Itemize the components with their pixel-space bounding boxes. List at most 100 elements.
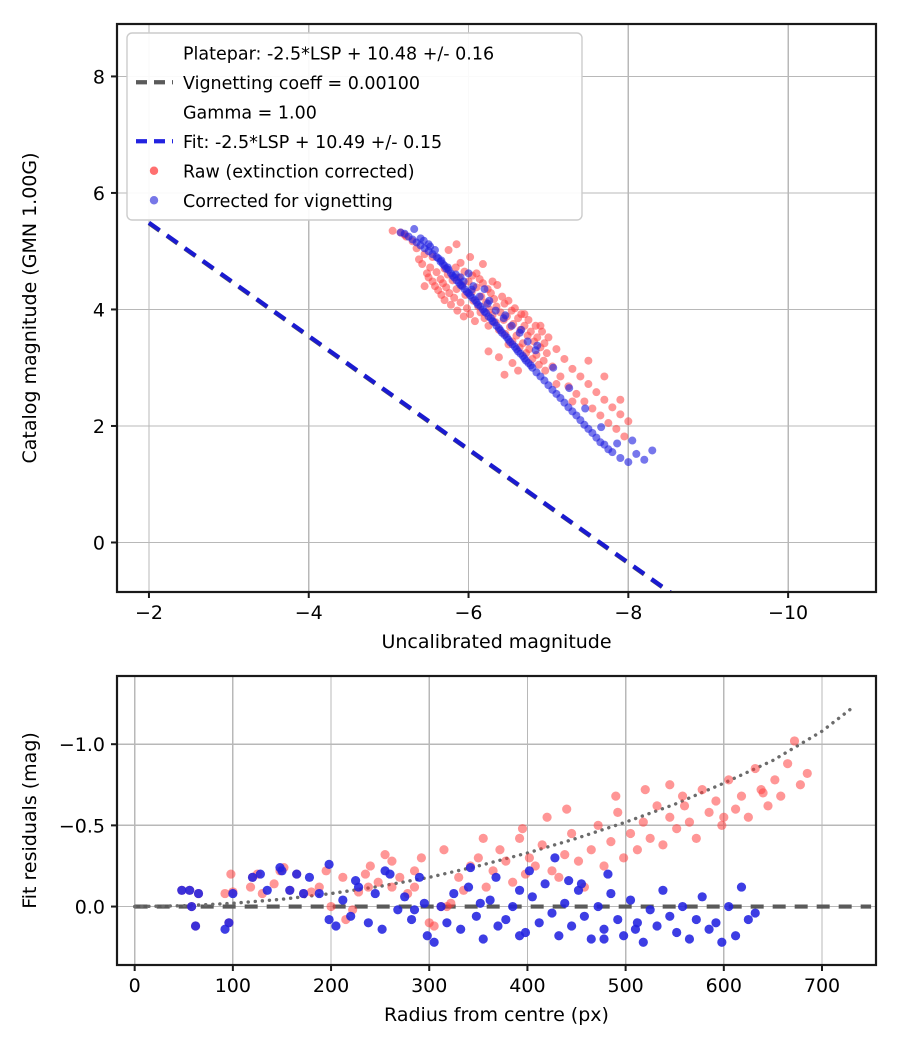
data-point bbox=[351, 875, 361, 886]
data-point bbox=[603, 869, 613, 879]
data-point bbox=[464, 269, 473, 278]
data-point bbox=[758, 788, 768, 798]
data-point bbox=[485, 296, 494, 305]
data-point bbox=[550, 853, 560, 863]
data-point bbox=[220, 888, 230, 899]
data-point bbox=[624, 417, 633, 426]
data-point bbox=[410, 225, 419, 234]
data-point bbox=[360, 869, 371, 879]
x-tick-label: −10 bbox=[768, 602, 808, 624]
data-point bbox=[658, 840, 668, 850]
data-point bbox=[453, 306, 462, 315]
data-point bbox=[501, 914, 511, 925]
data-point bbox=[556, 372, 565, 381]
data-point bbox=[640, 455, 649, 464]
legend-entry[interactable]: Fit: -2.5*LSP + 10.49 +/- 0.15 bbox=[136, 133, 442, 153]
data-point bbox=[472, 269, 481, 278]
data-point bbox=[338, 895, 348, 905]
data-point bbox=[456, 924, 466, 934]
data-point bbox=[442, 918, 452, 928]
data-point bbox=[224, 918, 234, 928]
data-point bbox=[711, 918, 721, 928]
data-point bbox=[494, 353, 503, 362]
data-point bbox=[395, 872, 405, 882]
data-point bbox=[613, 439, 622, 448]
data-point bbox=[524, 853, 534, 863]
data-point bbox=[691, 914, 701, 925]
data-point bbox=[370, 888, 380, 899]
data-point bbox=[450, 293, 459, 302]
data-point bbox=[365, 861, 375, 871]
data-point bbox=[743, 914, 753, 925]
data-point bbox=[426, 242, 435, 251]
data-point bbox=[593, 901, 603, 912]
data-point bbox=[493, 921, 503, 931]
data-point bbox=[514, 931, 525, 941]
legend-entry[interactable]: Corrected for vignetting bbox=[149, 192, 393, 212]
data-point bbox=[414, 872, 425, 882]
data-point bbox=[572, 389, 581, 398]
data-point bbox=[508, 901, 518, 912]
data-point bbox=[524, 866, 534, 876]
data-point bbox=[520, 310, 529, 319]
data-point bbox=[776, 791, 786, 801]
data-point bbox=[514, 833, 525, 843]
data-point bbox=[409, 866, 420, 876]
data-point bbox=[510, 304, 519, 313]
x-tick-label: 100 bbox=[215, 975, 251, 997]
data-point bbox=[549, 363, 558, 372]
data-point bbox=[436, 901, 446, 912]
data-point bbox=[439, 845, 449, 855]
legend-entry[interactable]: Gamma = 1.00 bbox=[183, 103, 317, 123]
data-point bbox=[770, 775, 780, 785]
data-point bbox=[554, 872, 564, 882]
legend-entry[interactable]: Vignetting coeff = 0.00100 bbox=[136, 74, 420, 94]
data-point bbox=[632, 449, 641, 458]
data-point bbox=[416, 853, 426, 863]
data-point bbox=[466, 253, 475, 262]
data-point bbox=[588, 404, 597, 413]
legend-entry-label: Vignetting coeff = 0.00100 bbox=[183, 74, 420, 94]
data-point bbox=[444, 246, 453, 255]
residuals-panel-ticks: 0 100 200 300 400 500 600 700 0.0 −0.5 −1.0 bbox=[59, 734, 840, 997]
data-point bbox=[228, 888, 238, 899]
data-point bbox=[711, 796, 721, 806]
data-point bbox=[324, 914, 334, 925]
data-point bbox=[645, 905, 655, 915]
data-point bbox=[691, 833, 701, 843]
data-point bbox=[584, 380, 593, 389]
y-tick-label: 0.0 bbox=[75, 897, 105, 919]
data-point bbox=[491, 306, 500, 315]
data-point bbox=[677, 901, 688, 912]
data-point bbox=[730, 931, 741, 941]
data-point bbox=[400, 892, 410, 902]
data-point bbox=[789, 736, 800, 746]
data-point bbox=[533, 333, 542, 342]
data-point bbox=[486, 289, 495, 298]
data-point bbox=[540, 339, 549, 348]
y-tick-label: −0.5 bbox=[59, 815, 105, 837]
data-point bbox=[533, 341, 542, 350]
legend-entry[interactable]: Raw (extinction corrected) bbox=[149, 162, 415, 182]
data-point bbox=[638, 817, 648, 827]
residuals-panel-data-area bbox=[132, 706, 872, 947]
data-point bbox=[704, 807, 714, 817]
data-point bbox=[599, 924, 609, 934]
data-point bbox=[802, 768, 812, 779]
data-point bbox=[517, 325, 526, 334]
data-point bbox=[269, 879, 279, 889]
data-point bbox=[517, 824, 528, 834]
data-point bbox=[456, 298, 465, 307]
data-point bbox=[724, 901, 734, 912]
x-tick-label: −2 bbox=[135, 602, 163, 624]
data-point bbox=[500, 370, 509, 379]
y-tick-label: 8 bbox=[93, 66, 105, 88]
legend-background bbox=[126, 32, 583, 221]
data-point bbox=[255, 869, 265, 879]
data-point bbox=[478, 260, 487, 269]
data-point bbox=[600, 372, 609, 381]
magnitude-panel-xlabel: Uncalibrated magnitude bbox=[381, 631, 611, 653]
legend-entry[interactable]: Platepar: -2.5*LSP + 10.48 +/- 0.16 bbox=[183, 44, 494, 64]
data-point bbox=[422, 931, 432, 941]
data-point bbox=[736, 882, 747, 892]
